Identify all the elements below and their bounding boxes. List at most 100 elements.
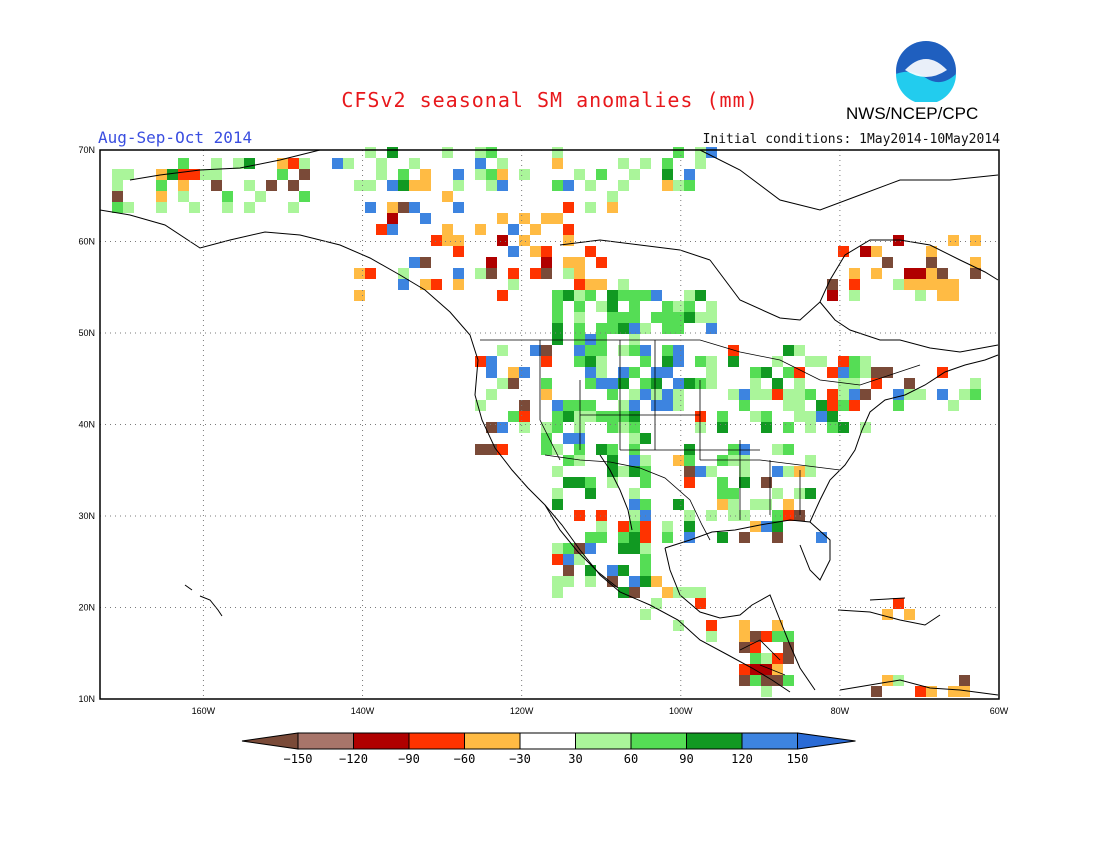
anomaly-cell [750,367,761,378]
anomaly-cell [475,400,486,411]
anomaly-cell [904,609,915,620]
anomaly-cell [255,191,266,202]
anomaly-cell [871,367,882,378]
anomaly-cell [640,356,651,367]
anomaly-cell [662,532,673,543]
anomaly-cell [640,433,651,444]
anomaly-cell [673,312,684,323]
anomaly-cell [629,334,640,345]
anomaly-cell [662,180,673,191]
anomaly-cell [574,356,585,367]
anomaly-cell [541,422,552,433]
anomaly-cell [574,444,585,455]
anomaly-cell [904,378,915,389]
anomaly-cell [497,422,508,433]
anomaly-cell [607,312,618,323]
anomaly-cell [629,433,640,444]
anomaly-cell [783,400,794,411]
anomaly-cell [827,400,838,411]
anomaly-cell [662,323,673,334]
anomaly-cell [651,389,662,400]
anomaly-cell [508,279,519,290]
anomaly-cell [497,378,508,389]
anomaly-cell [739,631,750,642]
legend-label: −90 [398,752,420,766]
anomaly-cell [596,444,607,455]
anomaly-cell [530,246,541,257]
anomaly-cell [662,400,673,411]
anomaly-cell [563,224,574,235]
anomaly-cell [552,543,563,554]
anomaly-cell [574,477,585,488]
anomaly-cell [904,389,915,400]
anomaly-cell [629,499,640,510]
anomaly-cell [662,301,673,312]
anomaly-cell [486,180,497,191]
anomaly-cell [541,246,552,257]
anomaly-cell [574,455,585,466]
anomaly-cell [893,598,904,609]
anomaly-cell [574,334,585,345]
anomaly-cell [816,356,827,367]
anomaly-cell [783,466,794,477]
anomaly-cell [552,312,563,323]
anomaly-cell [486,257,497,268]
anomaly-cell [739,675,750,686]
anomaly-cell [530,224,541,235]
legend-label: 90 [679,752,693,766]
anomaly-cell [607,455,618,466]
anomaly-cell [574,554,585,565]
anomaly-cell [640,345,651,356]
anomaly-cell [354,268,365,279]
anomaly-cell [508,224,519,235]
anomaly-cell [684,455,695,466]
anomaly-cell [838,378,849,389]
anomaly-cell [816,400,827,411]
anomaly-cell [937,290,948,301]
coastlines [99,149,999,696]
anomaly-cell [794,488,805,499]
anomaly-cell [717,488,728,499]
anomaly-cell [596,301,607,312]
anomaly-cell [299,158,310,169]
anomaly-cell [541,433,552,444]
anomaly-cell [838,367,849,378]
anomaly-cell [772,620,783,631]
anomaly-cell [937,268,948,279]
political-borders [480,339,921,676]
anomaly-cell [717,422,728,433]
anomaly-cell [387,180,398,191]
anomaly-cell [574,301,585,312]
anomaly-cell [651,598,662,609]
anomaly-cell [926,686,937,697]
anomaly-cell [739,400,750,411]
lat-label: 70N [78,145,95,155]
anomaly-cell [607,301,618,312]
anomaly-cell [387,147,398,158]
anomaly-cell [607,444,618,455]
anomaly-cell [475,444,486,455]
anomaly-cell [112,180,123,191]
anomaly-cell [673,323,684,334]
legend-swatch [297,732,354,750]
anomaly-cell [783,422,794,433]
anomaly-cell [574,411,585,422]
anomaly-cell [563,477,574,488]
anomaly-cell [178,158,189,169]
anomaly-cell [849,367,860,378]
anomaly-cell [123,169,134,180]
anomaly-cell [574,257,585,268]
anomaly-cell [882,367,893,378]
anomaly-cell [365,202,376,213]
anomaly-cell [552,147,563,158]
anomaly-cell [750,389,761,400]
anomaly-cell [607,389,618,400]
anomaly-cell [629,169,640,180]
anomaly-cell [376,158,387,169]
anomaly-cell [805,389,816,400]
anomaly-cell [365,268,376,279]
lat-label: 60N [78,237,95,247]
anomaly-cell [750,499,761,510]
anomaly-cell [706,378,717,389]
anomaly-cell [618,543,629,554]
